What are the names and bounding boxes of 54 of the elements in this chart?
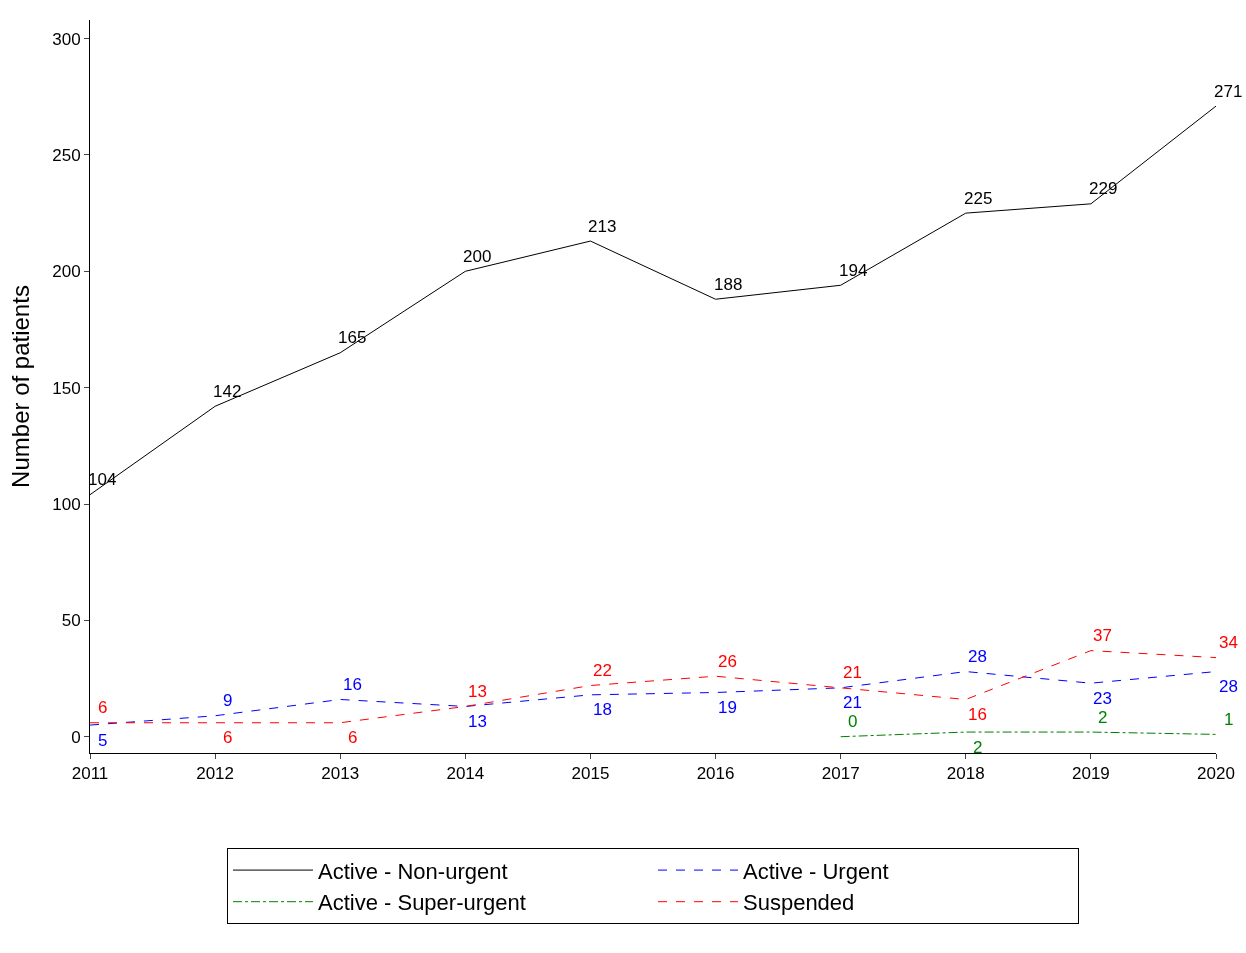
- x-tick-label: 2015: [571, 764, 610, 784]
- x-tick-label: 2012: [196, 764, 235, 784]
- data-label: 165: [338, 328, 367, 347]
- data-label: 21: [843, 663, 862, 682]
- data-label: 2: [1098, 708, 1108, 727]
- legend-label: Suspended: [743, 890, 855, 916]
- x-tick-label: 2016: [696, 764, 735, 784]
- data-label: 1: [1224, 710, 1234, 729]
- data-label: 271: [1214, 82, 1243, 101]
- data-label: 5: [98, 731, 108, 750]
- x-tick-label: 2011: [71, 764, 109, 784]
- x-tick-label: 2019: [1071, 764, 1110, 784]
- data-label: 6: [348, 728, 358, 747]
- x-tick-label: 2017: [821, 764, 860, 784]
- x-tick-label: 2018: [946, 764, 985, 784]
- data-label: 142: [213, 382, 242, 401]
- data-label: 6: [98, 698, 108, 717]
- data-label: 225: [964, 189, 993, 208]
- data-label: 213: [588, 217, 617, 236]
- x-tick-label: 2020: [1197, 764, 1235, 784]
- data-label: 16: [343, 675, 362, 694]
- data-label: 9: [223, 691, 233, 710]
- data-label: 0: [848, 712, 858, 731]
- legend-label: Active - Super-urgent: [318, 890, 526, 916]
- y-tick-label: 50: [61, 611, 81, 631]
- data-label: 19: [718, 698, 737, 717]
- data-label: 16: [968, 705, 987, 724]
- y-tick-label: 300: [52, 29, 81, 49]
- legend-label: Active - Non-urgent: [318, 858, 508, 884]
- data-label: 188: [714, 275, 743, 294]
- x-tick-label: 2014: [446, 764, 485, 784]
- data-label: 13: [468, 712, 487, 731]
- legend-label: Active - Urgent: [743, 858, 889, 884]
- data-label: 194: [839, 261, 868, 280]
- y-tick-label: 250: [52, 145, 81, 165]
- data-label: 13: [468, 682, 487, 701]
- data-label: 200: [463, 247, 492, 266]
- data-label: 28: [1219, 677, 1238, 696]
- y-tick-label: 0: [71, 727, 81, 747]
- x-tick-label: 2013: [321, 764, 360, 784]
- y-tick-label: 100: [52, 494, 81, 514]
- data-label: 2: [973, 738, 983, 757]
- y-tick-label: 200: [52, 262, 81, 282]
- data-label: 21: [843, 693, 862, 712]
- data-label: 23: [1093, 689, 1112, 708]
- y-tick-label: 150: [52, 378, 81, 398]
- data-label: 26: [718, 652, 737, 671]
- data-label: 18: [593, 700, 612, 719]
- data-label: 34: [1219, 633, 1238, 652]
- data-label: 37: [1093, 626, 1112, 645]
- data-label: 22: [593, 661, 612, 680]
- data-label: 6: [223, 728, 233, 747]
- y-axis-title: Number of patients: [7, 285, 35, 488]
- data-label: 28: [968, 647, 987, 666]
